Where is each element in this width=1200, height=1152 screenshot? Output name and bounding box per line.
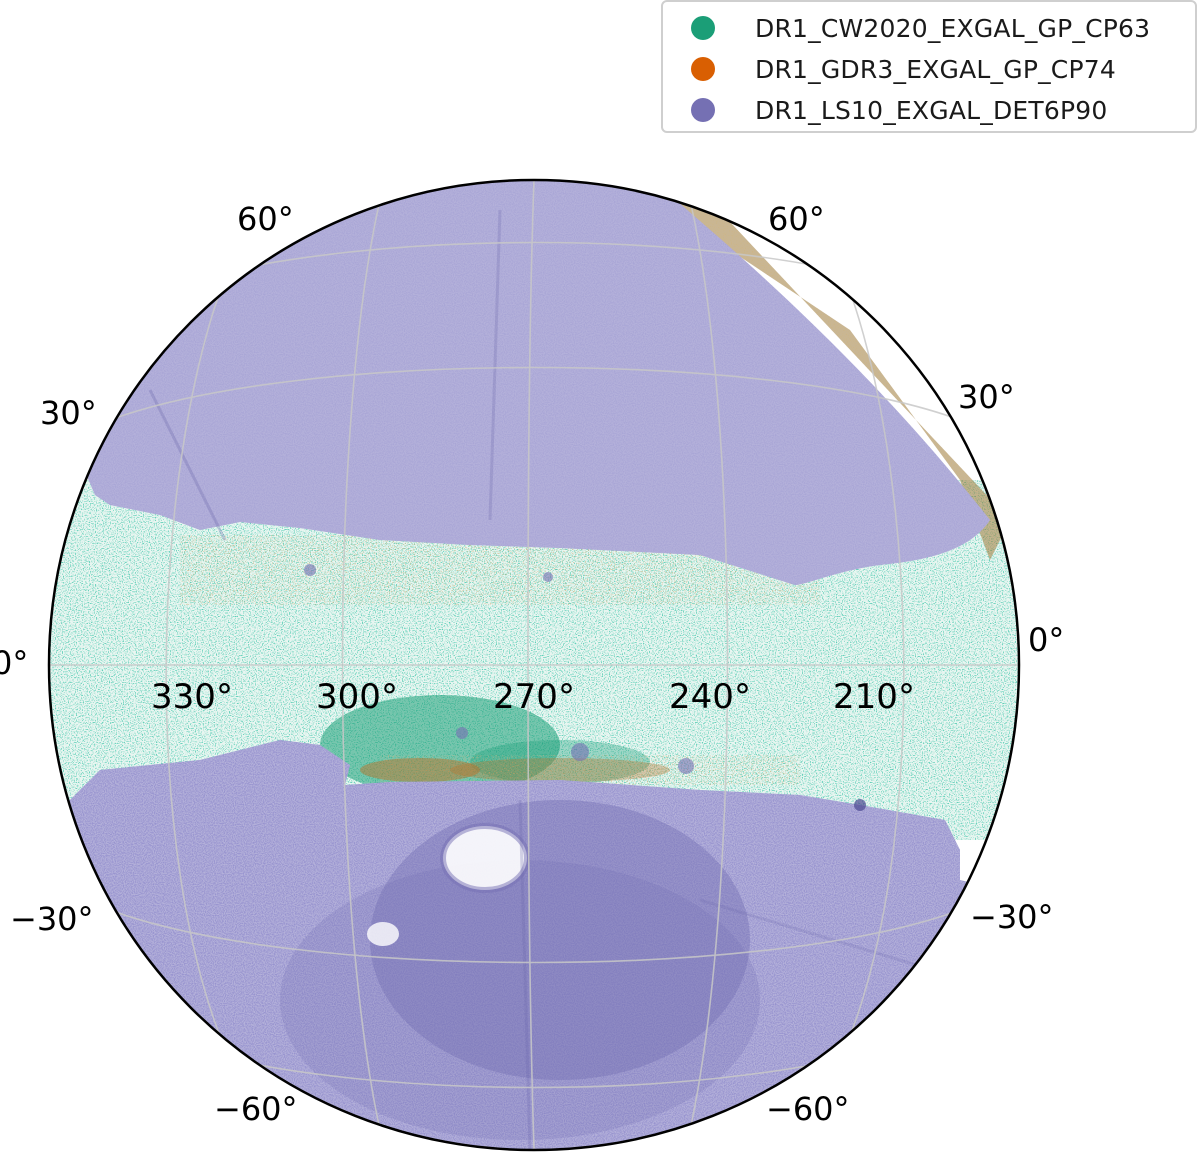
lat-label-right: 60°: [768, 200, 825, 238]
legend-label: DR1_CW2020_EXGAL_GP_CP63: [755, 13, 1151, 43]
lat-label-left: 60°: [237, 200, 294, 238]
sky-disk: [49, 180, 1019, 1150]
graticule: [49, 180, 1019, 1150]
lat-label-right: 0°: [1028, 621, 1064, 659]
lon-label: 210°: [833, 677, 915, 717]
legend-item: DR1_LS10_EXGAL_DET6P90: [663, 90, 1107, 130]
lon-label: 330°: [151, 677, 233, 717]
lon-label: 300°: [316, 677, 398, 717]
latitude-labels-right: 60° 30° 0° −30° −60°: [766, 200, 1064, 1128]
lon-label: 270°: [493, 677, 575, 717]
legend-label: DR1_GDR3_EXGAL_GP_CP74: [755, 54, 1116, 84]
legend-swatch: [691, 57, 715, 81]
lat-label-right: −30°: [970, 898, 1054, 936]
lat-label-left: 30°: [40, 394, 97, 432]
lat-label-left: 0°: [0, 644, 28, 682]
lat-label-right: 30°: [958, 378, 1015, 416]
legend-swatch: [691, 98, 715, 122]
latitude-labels-left: 60° 30° 0° −30° −60°: [0, 200, 298, 1128]
series-ls10-points: [49, 180, 1019, 1150]
legend-swatch: [691, 16, 715, 40]
legend-item: DR1_GDR3_EXGAL_GP_CP74: [663, 49, 1116, 89]
legend-label: DR1_LS10_EXGAL_DET6P90: [755, 95, 1108, 125]
legend-item: DR1_CW2020_EXGAL_GP_CP63: [663, 8, 1150, 48]
lat-label-right: −60°: [766, 1090, 850, 1128]
legend: DR1_CW2020_EXGAL_GP_CP63 DR1_GDR3_EXGAL_…: [661, 0, 1197, 133]
sky-boundary: [47, 178, 1021, 1152]
longitude-labels: 330° 300° 270° 240° 210°: [151, 677, 915, 717]
lat-label-left: −30°: [10, 900, 94, 938]
lat-label-left: −60°: [214, 1090, 298, 1128]
lon-label: 240°: [669, 677, 751, 717]
